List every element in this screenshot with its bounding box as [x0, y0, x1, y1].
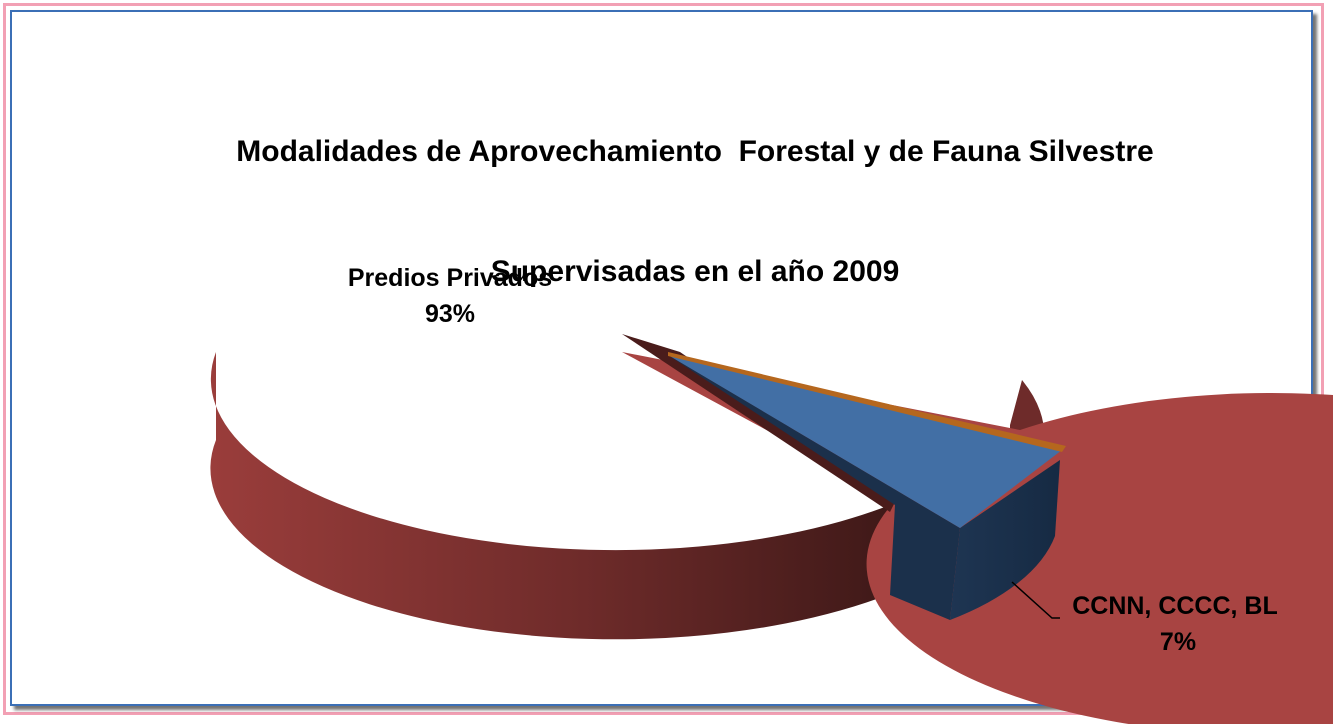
slice-ccnn-top	[668, 355, 1062, 528]
slice-ccnn-side-left	[668, 355, 960, 620]
label-predios-privados-pct: 93%	[425, 300, 475, 328]
slice-predios-privados-side	[210, 352, 891, 640]
label-predios-privados: Predios Privados	[348, 264, 552, 292]
slice-predios-privados-cut-edge	[622, 334, 896, 512]
slice-ccnn-edge	[668, 352, 1066, 452]
chart-title-line-2: Supervisadas en el año 2009	[490, 255, 900, 288]
label-ccnn: CCNN, CCCC, BL	[1072, 592, 1278, 620]
chart-title-line-1: Modalidades de Aprovechamiento Forestal …	[236, 135, 1154, 168]
leader-line	[1011, 581, 1060, 619]
label-ccnn-pct: 7%	[1160, 628, 1196, 656]
slice-ccnn-side	[950, 460, 1060, 620]
chart-title: Modalidades de Aprovechamiento Forestal …	[0, 52, 1333, 332]
outer-frame	[3, 3, 1324, 715]
